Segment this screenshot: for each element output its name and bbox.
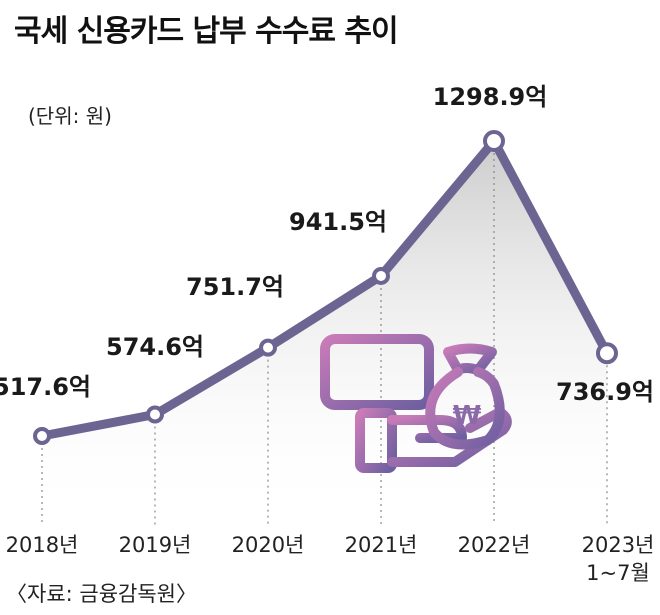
value-label: 751.7억 [186, 273, 284, 301]
value-label: 1298.9억 [433, 83, 548, 111]
value-label: 736.9억 [556, 378, 654, 406]
data-point [33, 427, 51, 445]
x-tick-label: 2023년 1~7월 [582, 533, 655, 585]
card-hand-money-bag-icon: ₩ [320, 334, 512, 473]
data-point [483, 130, 505, 152]
value-label: 574.6억 [106, 333, 204, 361]
svg-text:₩: ₩ [453, 401, 482, 431]
x-tick-label: 2021년 [345, 533, 418, 557]
series-line [37, 136, 612, 441]
data-point [372, 266, 390, 285]
data-point [259, 338, 277, 357]
data-point [146, 405, 164, 424]
x-tick-label: 2022년 [458, 533, 531, 557]
unit-label: (단위: 원) [28, 104, 112, 128]
x-tick-label: 2018년 [6, 533, 79, 557]
value-label: 517.6억 [0, 373, 91, 401]
x-tick-label: 2020년 [232, 533, 305, 557]
chart-title: 국세 신용카드 납부 수수료 추이 [14, 14, 399, 49]
x-tick-label: 2019년 [119, 533, 192, 557]
data-point [596, 342, 618, 365]
source-note: 〈자료: 금융감독원〉 [6, 582, 197, 606]
value-label: 941.5억 [289, 208, 387, 236]
